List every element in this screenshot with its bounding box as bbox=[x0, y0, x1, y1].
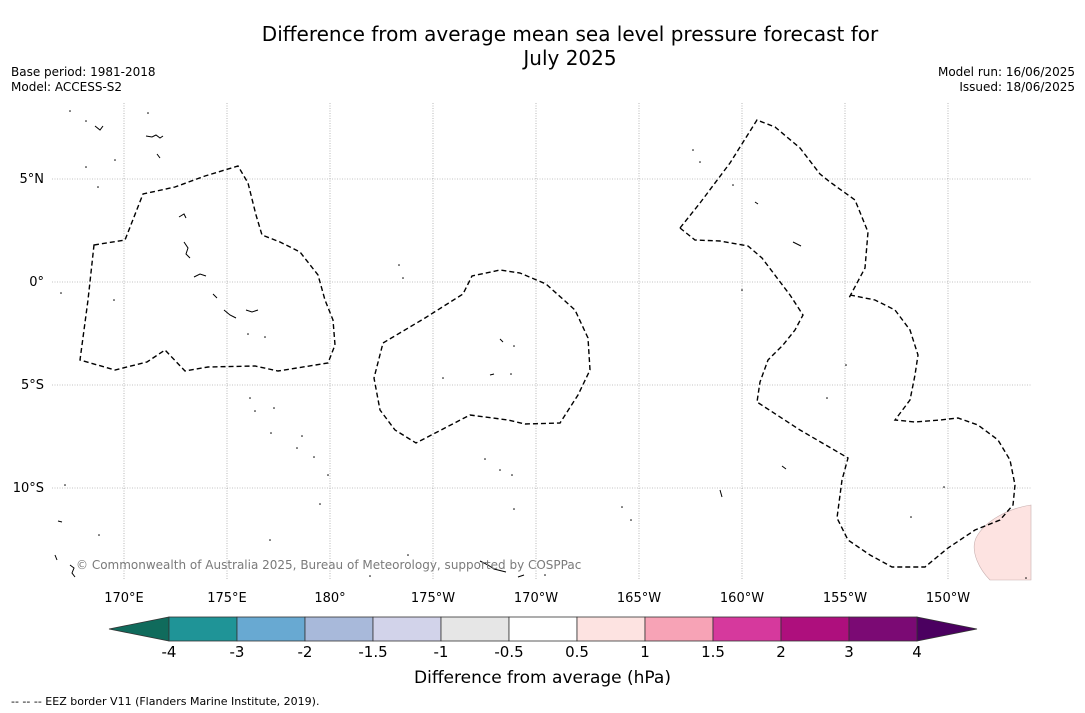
lon-label-175e: 175°E bbox=[207, 591, 247, 606]
colorbar-tick-label: 0.5 bbox=[565, 643, 589, 661]
island-gilbert-3 bbox=[193, 273, 207, 278]
colorbar-over-arrow bbox=[916, 616, 978, 642]
lon-label-165w: 165°W bbox=[617, 591, 661, 606]
islands bbox=[54, 125, 802, 578]
copyright-notice: © Commonwealth of Australia 2025, Bureau… bbox=[76, 558, 582, 572]
positive-anomaly-area bbox=[973, 504, 1032, 581]
colorbar-tick-label: 3 bbox=[844, 643, 854, 661]
colorbar-segment bbox=[508, 616, 578, 642]
island-gilbert-6 bbox=[245, 309, 259, 313]
lon-label-170e: 170°E bbox=[104, 591, 144, 606]
base-period: Base period: 1981-2018 bbox=[11, 65, 156, 79]
colorbar-segment bbox=[712, 616, 782, 642]
island-gilbert-5 bbox=[223, 309, 237, 319]
eez-border-line-islands-mid bbox=[679, 227, 1016, 568]
island-west-1 bbox=[57, 520, 63, 523]
title-line-2: July 2025 bbox=[523, 46, 617, 70]
lon-label-150w: 150°W bbox=[926, 591, 970, 606]
gridlines bbox=[52, 103, 1031, 580]
island-west-2 bbox=[54, 554, 58, 561]
island-line-3 bbox=[781, 465, 787, 470]
lat-label-5n: 5°N bbox=[20, 172, 45, 187]
lon-label-160w: 160°W bbox=[720, 591, 764, 606]
title-line-1: Difference from average mean sea level p… bbox=[261, 22, 879, 46]
colorbar-segment bbox=[848, 616, 918, 642]
lat-labels: 5°N 0° 5°S 10°S bbox=[13, 172, 44, 496]
base-info: Base period: 1981-2018 Model: ACCESS-S2 bbox=[11, 65, 156, 95]
island-west-3 bbox=[69, 564, 76, 578]
island-phoenix-1 bbox=[499, 338, 504, 343]
island-gilbert-2 bbox=[183, 241, 191, 259]
run-info: Model run: 16/06/2025 Issued: 18/06/2025 bbox=[938, 65, 1075, 95]
colorbar-under-arrow bbox=[108, 616, 170, 642]
island-marshall-2 bbox=[94, 125, 104, 131]
colorbar-segment bbox=[372, 616, 442, 642]
island-phoenix-2 bbox=[489, 373, 495, 376]
island-tokelau bbox=[479, 560, 507, 573]
colorbar-tick-label: -0.5 bbox=[494, 643, 524, 661]
lon-label-180: 180° bbox=[314, 591, 345, 606]
lon-label-170w: 170°W bbox=[514, 591, 558, 606]
model-name: Model: ACCESS-S2 bbox=[11, 80, 123, 94]
colorbar-segment bbox=[236, 616, 306, 642]
colorbar-segments bbox=[168, 616, 918, 642]
colorbar-label: Difference from average (hPa) bbox=[414, 668, 671, 688]
island-dots bbox=[60, 110, 1027, 579]
lon-label-155w: 155°W bbox=[823, 591, 867, 606]
island-marshall-1 bbox=[145, 134, 164, 139]
issued-date: Issued: 18/06/2025 bbox=[959, 80, 1075, 94]
eez-border-line-islands-north bbox=[679, 119, 869, 299]
eez-footnote: -- -- -- EEZ border V11 (Flanders Marine… bbox=[11, 695, 320, 708]
island-line-1 bbox=[754, 201, 759, 205]
colorbar-segment bbox=[576, 616, 646, 642]
colorbar-tick-label: -3 bbox=[229, 643, 245, 661]
colorbar-tick-label: -1.5 bbox=[358, 643, 388, 661]
colorbar-segment bbox=[644, 616, 714, 642]
colorbar-segment bbox=[304, 616, 374, 642]
colorbar-tick-label: 4 bbox=[912, 643, 922, 661]
lat-label-10s: 10°S bbox=[13, 481, 44, 496]
colorbar-tick-label: 1 bbox=[640, 643, 650, 661]
colorbar-tick-label: -4 bbox=[161, 643, 177, 661]
model-run: Model run: 16/06/2025 bbox=[937, 65, 1075, 79]
island-line-2 bbox=[792, 241, 802, 247]
colorbar-tick-label: 2 bbox=[776, 643, 786, 661]
island-gilbert-4 bbox=[212, 293, 218, 299]
lat-label-5s: 5°S bbox=[21, 378, 44, 393]
colorbar-segment bbox=[440, 616, 510, 642]
colorbar-segment bbox=[780, 616, 850, 642]
island-line-4 bbox=[719, 489, 723, 498]
eez-border-phoenix bbox=[373, 269, 591, 444]
island-south-1 bbox=[517, 574, 525, 578]
colorbar bbox=[108, 616, 978, 642]
colorbar-tick-label: -2 bbox=[297, 643, 313, 661]
map-title: Difference from average mean sea level p… bbox=[0, 22, 1085, 70]
eez-border-kiribati-gilberts bbox=[79, 165, 336, 372]
lon-label-175w: 175°W bbox=[411, 591, 455, 606]
lat-label-0: 0° bbox=[29, 275, 44, 290]
eez-borders bbox=[79, 119, 1016, 568]
island-gilbert-1 bbox=[178, 213, 187, 219]
colorbar-segment bbox=[168, 616, 238, 642]
colorbar-tick-label: 1.5 bbox=[701, 643, 725, 661]
colorbar-tick-label: -1 bbox=[433, 643, 449, 661]
lon-labels: 170°E 175°E 180° 175°W 170°W 165°W 160°W… bbox=[104, 591, 970, 606]
island-marshall-3 bbox=[156, 153, 161, 159]
